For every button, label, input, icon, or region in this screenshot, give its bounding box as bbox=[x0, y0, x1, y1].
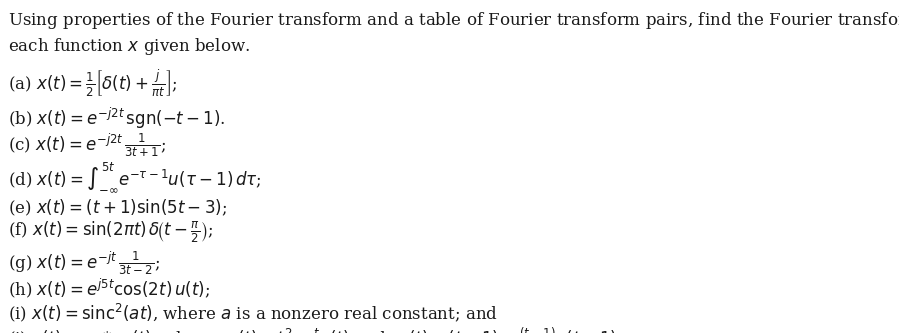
Text: (j) $x(t) = x_1 * x_2(t)$, where $x_1(t) = t^2e^{-t}u(t)$ and $x_2(t) = (t-1)e^{: (j) $x(t) = x_1 * x_2(t)$, where $x_1(t)… bbox=[8, 325, 622, 333]
Text: (c) $x(t) = e^{-j2t}\,\frac{1}{3t+1}$;: (c) $x(t) = e^{-j2t}\,\frac{1}{3t+1}$; bbox=[8, 132, 166, 160]
Text: (b) $x(t) = e^{-j2t}\,\mathrm{sgn}(-t-1)$.: (b) $x(t) = e^{-j2t}\,\mathrm{sgn}(-t-1)… bbox=[8, 106, 226, 131]
Text: (g) $x(t) = e^{-jt}\,\frac{1}{3t-2}$;: (g) $x(t) = e^{-jt}\,\frac{1}{3t-2}$; bbox=[8, 249, 160, 277]
Text: (e) $x(t) = (t+1)\sin(5t-3)$;: (e) $x(t) = (t+1)\sin(5t-3)$; bbox=[8, 197, 227, 218]
Text: each function $x$ given below.: each function $x$ given below. bbox=[8, 36, 250, 57]
Text: Using properties of the Fourier transform and a table of Fourier transform pairs: Using properties of the Fourier transfor… bbox=[8, 10, 899, 31]
Text: (h) $x(t) = e^{j5t}\cos(2t)\,u(t)$;: (h) $x(t) = e^{j5t}\cos(2t)\,u(t)$; bbox=[8, 275, 210, 299]
Text: (i) $x(t) = \mathrm{sinc}^2(at)$, where $a$ is a nonzero real constant; and: (i) $x(t) = \mathrm{sinc}^2(at)$, where … bbox=[8, 301, 498, 323]
Text: (f) $x(t) = \sin(2\pi t)\,\delta\!\left(t - \frac{\pi}{2}\right)$;: (f) $x(t) = \sin(2\pi t)\,\delta\!\left(… bbox=[8, 219, 214, 244]
Text: (a) $x(t) = \frac{1}{2}\left[\delta(t) + \frac{j}{\pi t}\right]$;: (a) $x(t) = \frac{1}{2}\left[\delta(t) +… bbox=[8, 68, 178, 99]
Text: (d) $x(t) = \int_{-\infty}^{5t} e^{-\tau-1}u(\tau - 1)\,d\tau$;: (d) $x(t) = \int_{-\infty}^{5t} e^{-\tau… bbox=[8, 160, 262, 193]
